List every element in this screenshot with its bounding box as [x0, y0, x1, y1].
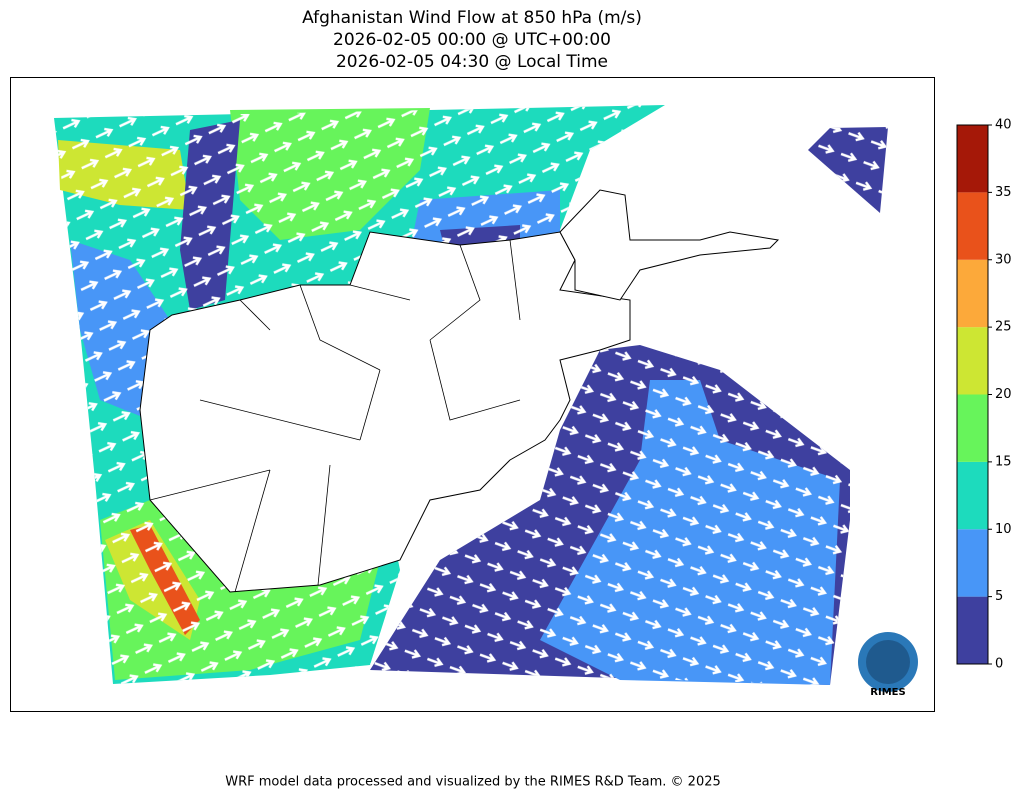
colorbar-segment [957, 125, 988, 193]
map: RIMES [10, 77, 935, 712]
colorbar-tick-label: 40 [995, 118, 1012, 133]
title-line: Afghanistan Wind Flow at 850 hPa (m/s) [302, 8, 642, 28]
colorbar-segment [957, 529, 988, 597]
colorbar-segment [957, 596, 988, 664]
colorbar-tick-label: 5 [995, 589, 1003, 604]
title-line: 2026-02-05 04:30 @ Local Time [336, 52, 608, 72]
wind-arrows [808, 127, 888, 213]
colorbar: 0 5 10 15 20 25 30 35 40 [956, 118, 1012, 672]
colorbar-segment [957, 394, 988, 462]
colorbar-tick-label: 20 [995, 387, 1012, 402]
colorbar-tick-label: 35 [995, 185, 1012, 200]
colorbar-segment [957, 327, 988, 395]
colorbar-segment [957, 259, 988, 328]
colorbar-tick-label: 30 [995, 252, 1012, 267]
title-line: 2026-02-05 00:00 @ UTC+00:00 [333, 30, 611, 50]
colorbar-segment [957, 461, 988, 530]
footer: WRF model data processed and visualized … [225, 775, 721, 790]
logo-mark [866, 640, 910, 684]
logo-text: RIMES [870, 687, 905, 698]
colorbar-segment [957, 192, 988, 260]
country-border [559, 189, 780, 301]
colorbar-tick-label: 15 [995, 454, 1012, 469]
colorbar-tick-label: 25 [995, 320, 1012, 335]
colorbar-tick-label: 10 [995, 522, 1012, 537]
wind-arrows [370, 345, 850, 685]
colorbar-tick-label: 0 [995, 657, 1003, 672]
logo: RIMES [858, 632, 918, 698]
province-border [149, 239, 521, 593]
